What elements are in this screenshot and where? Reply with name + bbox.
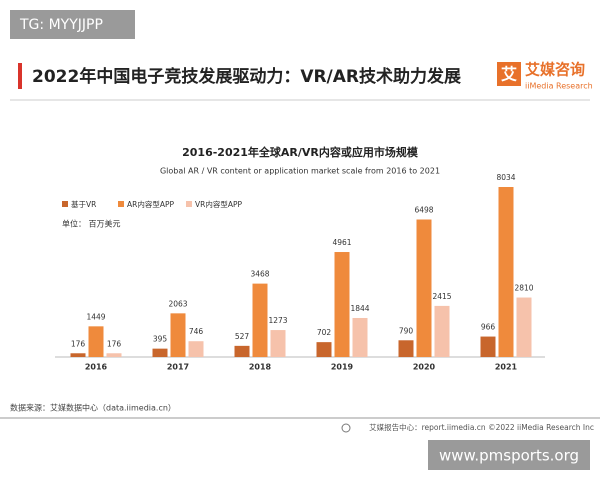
logo-mark: 艾 xyxy=(501,65,517,84)
footer: 艾媒报告中心：report.iimedia.cn ©2022 iiMedia R… xyxy=(369,422,594,432)
legend-label: VR内容型APP xyxy=(195,199,242,209)
bar xyxy=(498,187,514,357)
value-label: 1273 xyxy=(268,316,287,325)
value-label: 790 xyxy=(399,326,414,335)
value-label: 4961 xyxy=(332,238,351,247)
value-label: 395 xyxy=(153,335,168,344)
site-box xyxy=(428,440,590,470)
logo-name: 艾媒咨询 xyxy=(525,61,585,79)
logo-sub: iiMedia Research xyxy=(525,82,593,91)
bar xyxy=(234,345,250,357)
unit-label: 单位： 百万美元 xyxy=(62,219,121,229)
bar xyxy=(316,342,332,357)
value-label: 527 xyxy=(235,332,250,341)
title-accent xyxy=(18,63,22,89)
footer-icon xyxy=(341,423,351,433)
bar xyxy=(106,353,122,357)
bar xyxy=(398,340,414,357)
value-label: 2810 xyxy=(514,284,533,293)
legend-label: AR内容型APP xyxy=(127,199,174,209)
bar xyxy=(334,252,350,357)
x-tick-label: 2017 xyxy=(167,363,189,372)
x-tick-label: 2016 xyxy=(85,363,108,372)
bar xyxy=(480,336,496,357)
bar xyxy=(170,313,186,357)
bar xyxy=(70,353,86,357)
site: www.pmsports.org xyxy=(439,447,579,465)
bar xyxy=(516,297,532,357)
x-tick-label: 2021 xyxy=(495,363,518,372)
value-label: 176 xyxy=(71,339,86,348)
value-label: 2063 xyxy=(168,299,187,308)
logo-box xyxy=(497,62,521,86)
bar xyxy=(188,341,204,357)
bar xyxy=(152,348,168,357)
source: 数据来源：艾媒数据中心（data.iimedia.cn） xyxy=(10,403,176,413)
legend-swatch xyxy=(186,201,192,207)
bar xyxy=(252,283,268,357)
watermark: TG: MYYJJPP xyxy=(19,17,103,33)
value-label: 3468 xyxy=(250,270,269,279)
chart-subtitle: Global AR / VR content or application ma… xyxy=(160,167,440,176)
x-tick-label: 2019 xyxy=(331,363,354,372)
bar xyxy=(88,326,104,357)
value-label: 702 xyxy=(317,328,332,337)
page-title: 2022年中国电子竞技发展驱动力：VR/AR技术助力发展 xyxy=(32,66,461,87)
bar xyxy=(416,219,432,357)
legend-label: 基于VR xyxy=(71,199,96,209)
value-label: 746 xyxy=(189,327,204,336)
bar xyxy=(352,317,368,357)
value-label: 176 xyxy=(107,339,122,348)
x-tick-label: 2020 xyxy=(413,363,436,372)
value-label: 1449 xyxy=(86,312,105,321)
chart-title: 2016-2021年全球AR/VR内容或应用市场规模 xyxy=(182,145,419,159)
value-label: 966 xyxy=(481,323,496,332)
value-label: 8034 xyxy=(496,173,515,182)
bar xyxy=(270,330,286,357)
legend-swatch xyxy=(62,201,68,207)
legend-swatch xyxy=(118,201,124,207)
watermark-box xyxy=(10,10,135,39)
x-tick-label: 2018 xyxy=(249,363,272,372)
value-label: 6498 xyxy=(414,206,433,215)
value-label: 2415 xyxy=(432,292,451,301)
bar xyxy=(434,305,450,357)
value-label: 1844 xyxy=(350,304,369,313)
